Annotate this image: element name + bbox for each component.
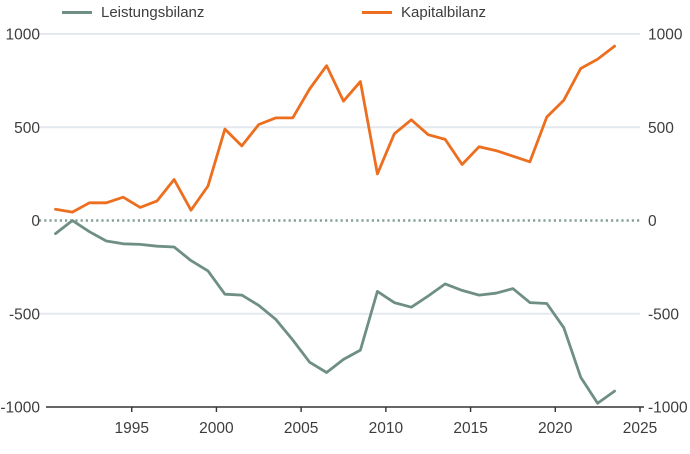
x-axis-label-2025: 2025 xyxy=(623,420,657,437)
series-line-kapitalbilanz xyxy=(54,44,616,214)
legend-item-leistungsbilanz: Leistungsbilanz xyxy=(62,4,204,21)
series-line-leistungsbilanz xyxy=(54,219,616,405)
y-axis-label-left--500: -500 xyxy=(9,306,40,323)
x-axis-label-2015: 2015 xyxy=(453,420,487,437)
y-axis-label-right-500: 500 xyxy=(648,120,674,137)
x-axis-label-2000: 2000 xyxy=(199,420,234,437)
legend-label-kapitalbilanz: Kapitalbilanz xyxy=(401,4,487,21)
x-axis-label-2020: 2020 xyxy=(538,420,573,437)
y-axis-label-right-1000: 1000 xyxy=(648,27,683,44)
y-axis-label-right--1000: -1000 xyxy=(648,400,688,417)
y-axis-label-right--500: -500 xyxy=(648,306,679,323)
y-axis-label-left-1000: 1000 xyxy=(6,27,41,44)
x-axis-label-1995: 1995 xyxy=(114,420,148,437)
y-axis-label-left-0: 0 xyxy=(31,213,40,230)
y-axis-label-left--1000: -1000 xyxy=(0,400,40,417)
x-axis-label-2005: 2005 xyxy=(284,420,318,437)
legend-item-kapitalbilanz: Kapitalbilanz xyxy=(362,4,486,21)
kapitalbilanz-line-swatch-icon xyxy=(362,11,392,14)
legend-label-leistungsbilanz: Leistungsbilanz xyxy=(101,4,205,21)
y-axis-label-right-0: 0 xyxy=(648,213,657,230)
x-axis-label-2010: 2010 xyxy=(369,420,404,437)
leistungsbilanz-line-swatch-icon xyxy=(62,11,92,14)
y-axis-label-left-500: 500 xyxy=(14,120,40,137)
